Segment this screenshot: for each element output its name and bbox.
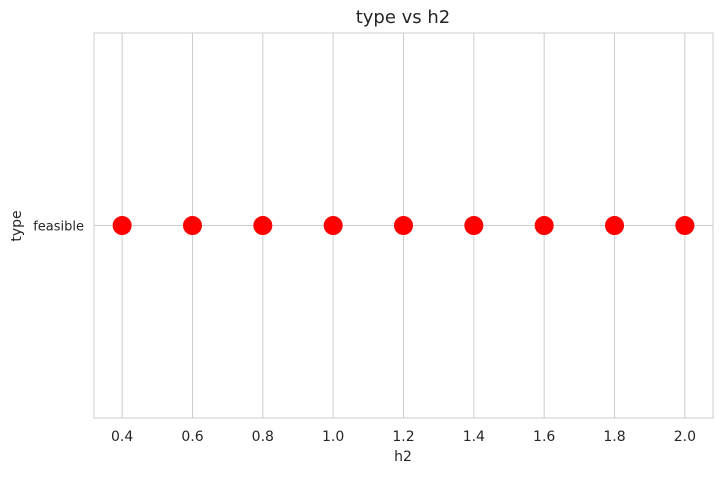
x-axis-label: h2	[394, 449, 412, 465]
x-tick-label: 1.2	[392, 429, 414, 445]
y-tick-labels: feasible	[33, 220, 84, 235]
data-point	[112, 216, 132, 235]
data-point	[253, 216, 273, 235]
plot-frame	[93, 32, 714, 419]
x-tick-labels: 0.4 0.6 0.8 1.0 1.2 1.4 1.6 1.8 2.0	[111, 429, 696, 445]
data-points	[112, 216, 695, 235]
data-point	[675, 216, 695, 235]
x-tick-label: 1.4	[463, 429, 485, 445]
x-tick-label: 0.6	[181, 429, 203, 445]
x-tick-label: 1.8	[603, 429, 625, 445]
x-tick-label: 1.6	[533, 429, 555, 445]
y-axis-label: type	[9, 210, 25, 241]
x-tick-label: 0.4	[111, 429, 133, 445]
data-point	[323, 216, 343, 235]
chart-title: type vs h2	[356, 7, 451, 28]
data-point	[394, 216, 413, 235]
y-tick-label: feasible	[33, 220, 84, 235]
x-tick-label: 1.0	[322, 429, 344, 445]
x-tick-label: 0.8	[252, 429, 274, 445]
x-tick-label: 2.0	[674, 429, 696, 445]
data-point	[464, 216, 484, 235]
data-point	[182, 216, 202, 235]
data-point	[605, 216, 625, 235]
data-point	[534, 216, 554, 235]
